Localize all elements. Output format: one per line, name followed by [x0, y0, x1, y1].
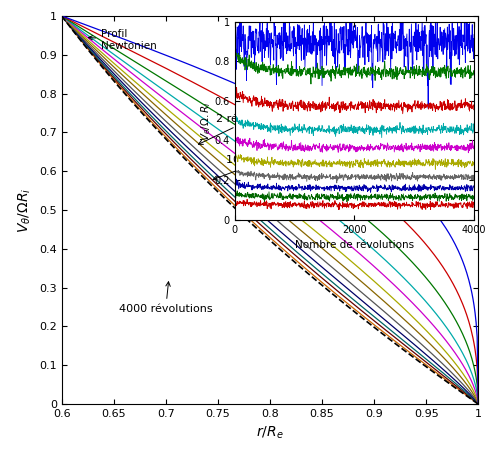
- Text: 4000 révolutions: 4000 révolutions: [119, 282, 212, 314]
- Y-axis label: $V_{\theta}/\Omega R_i$: $V_{\theta}/\Omega R_i$: [17, 187, 34, 233]
- Text: 2 révolutions: 2 révolutions: [198, 114, 288, 144]
- X-axis label: $r/R_e$: $r/R_e$: [256, 424, 283, 441]
- Text: 10 révolutions: 10 révolutions: [213, 154, 306, 180]
- Text: Profil
Newtonien: Profil Newtonien: [88, 30, 157, 51]
